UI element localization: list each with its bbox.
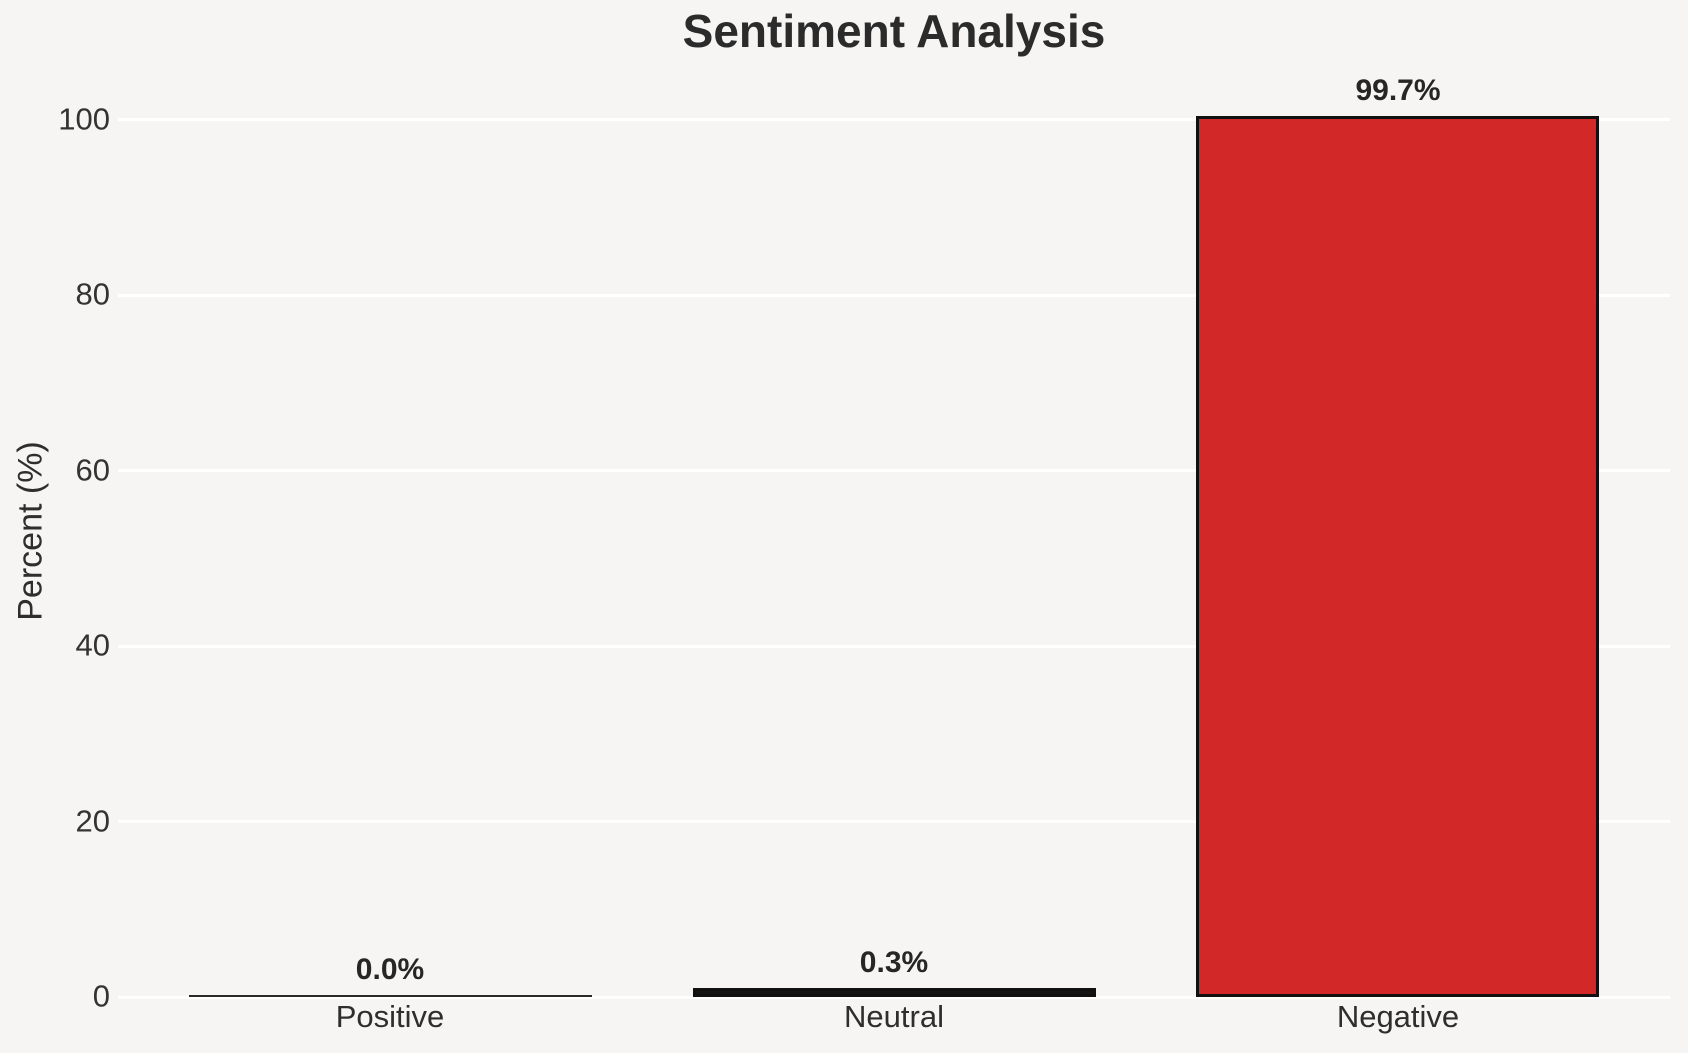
- gridline-60: [118, 469, 1670, 472]
- x-tick-label-negative: Negative: [1336, 999, 1460, 1034]
- y-tick-label-100: 100: [58, 100, 110, 136]
- gridline-20: [118, 820, 1670, 823]
- value-label-neutral: 0.3%: [859, 946, 929, 979]
- value-label-negative: 99.7%: [1355, 74, 1441, 107]
- bar-negative: [1196, 116, 1599, 997]
- gridline-0: [118, 995, 1670, 999]
- y-tick-label-20: 20: [75, 802, 110, 838]
- y-tick-label-40: 40: [75, 627, 110, 663]
- plot-area: 0.0% 0.3% 99.7%: [118, 74, 1670, 999]
- y-tick-label-60: 60: [75, 451, 110, 487]
- gridline-100: [118, 118, 1670, 121]
- gridline-80: [118, 293, 1670, 297]
- chart-title: Sentiment Analysis: [682, 5, 1106, 57]
- bar-neutral: [693, 988, 1096, 997]
- x-tick-label-neutral: Neutral: [844, 999, 944, 1034]
- y-tick-label-80: 80: [75, 276, 110, 312]
- gridline-40: [118, 644, 1670, 648]
- bar-positive: [189, 995, 592, 997]
- value-label-positive: 0.0%: [355, 953, 425, 986]
- x-tick-label-positive: Positive: [335, 999, 445, 1034]
- y-tick-label-0: 0: [92, 978, 110, 1014]
